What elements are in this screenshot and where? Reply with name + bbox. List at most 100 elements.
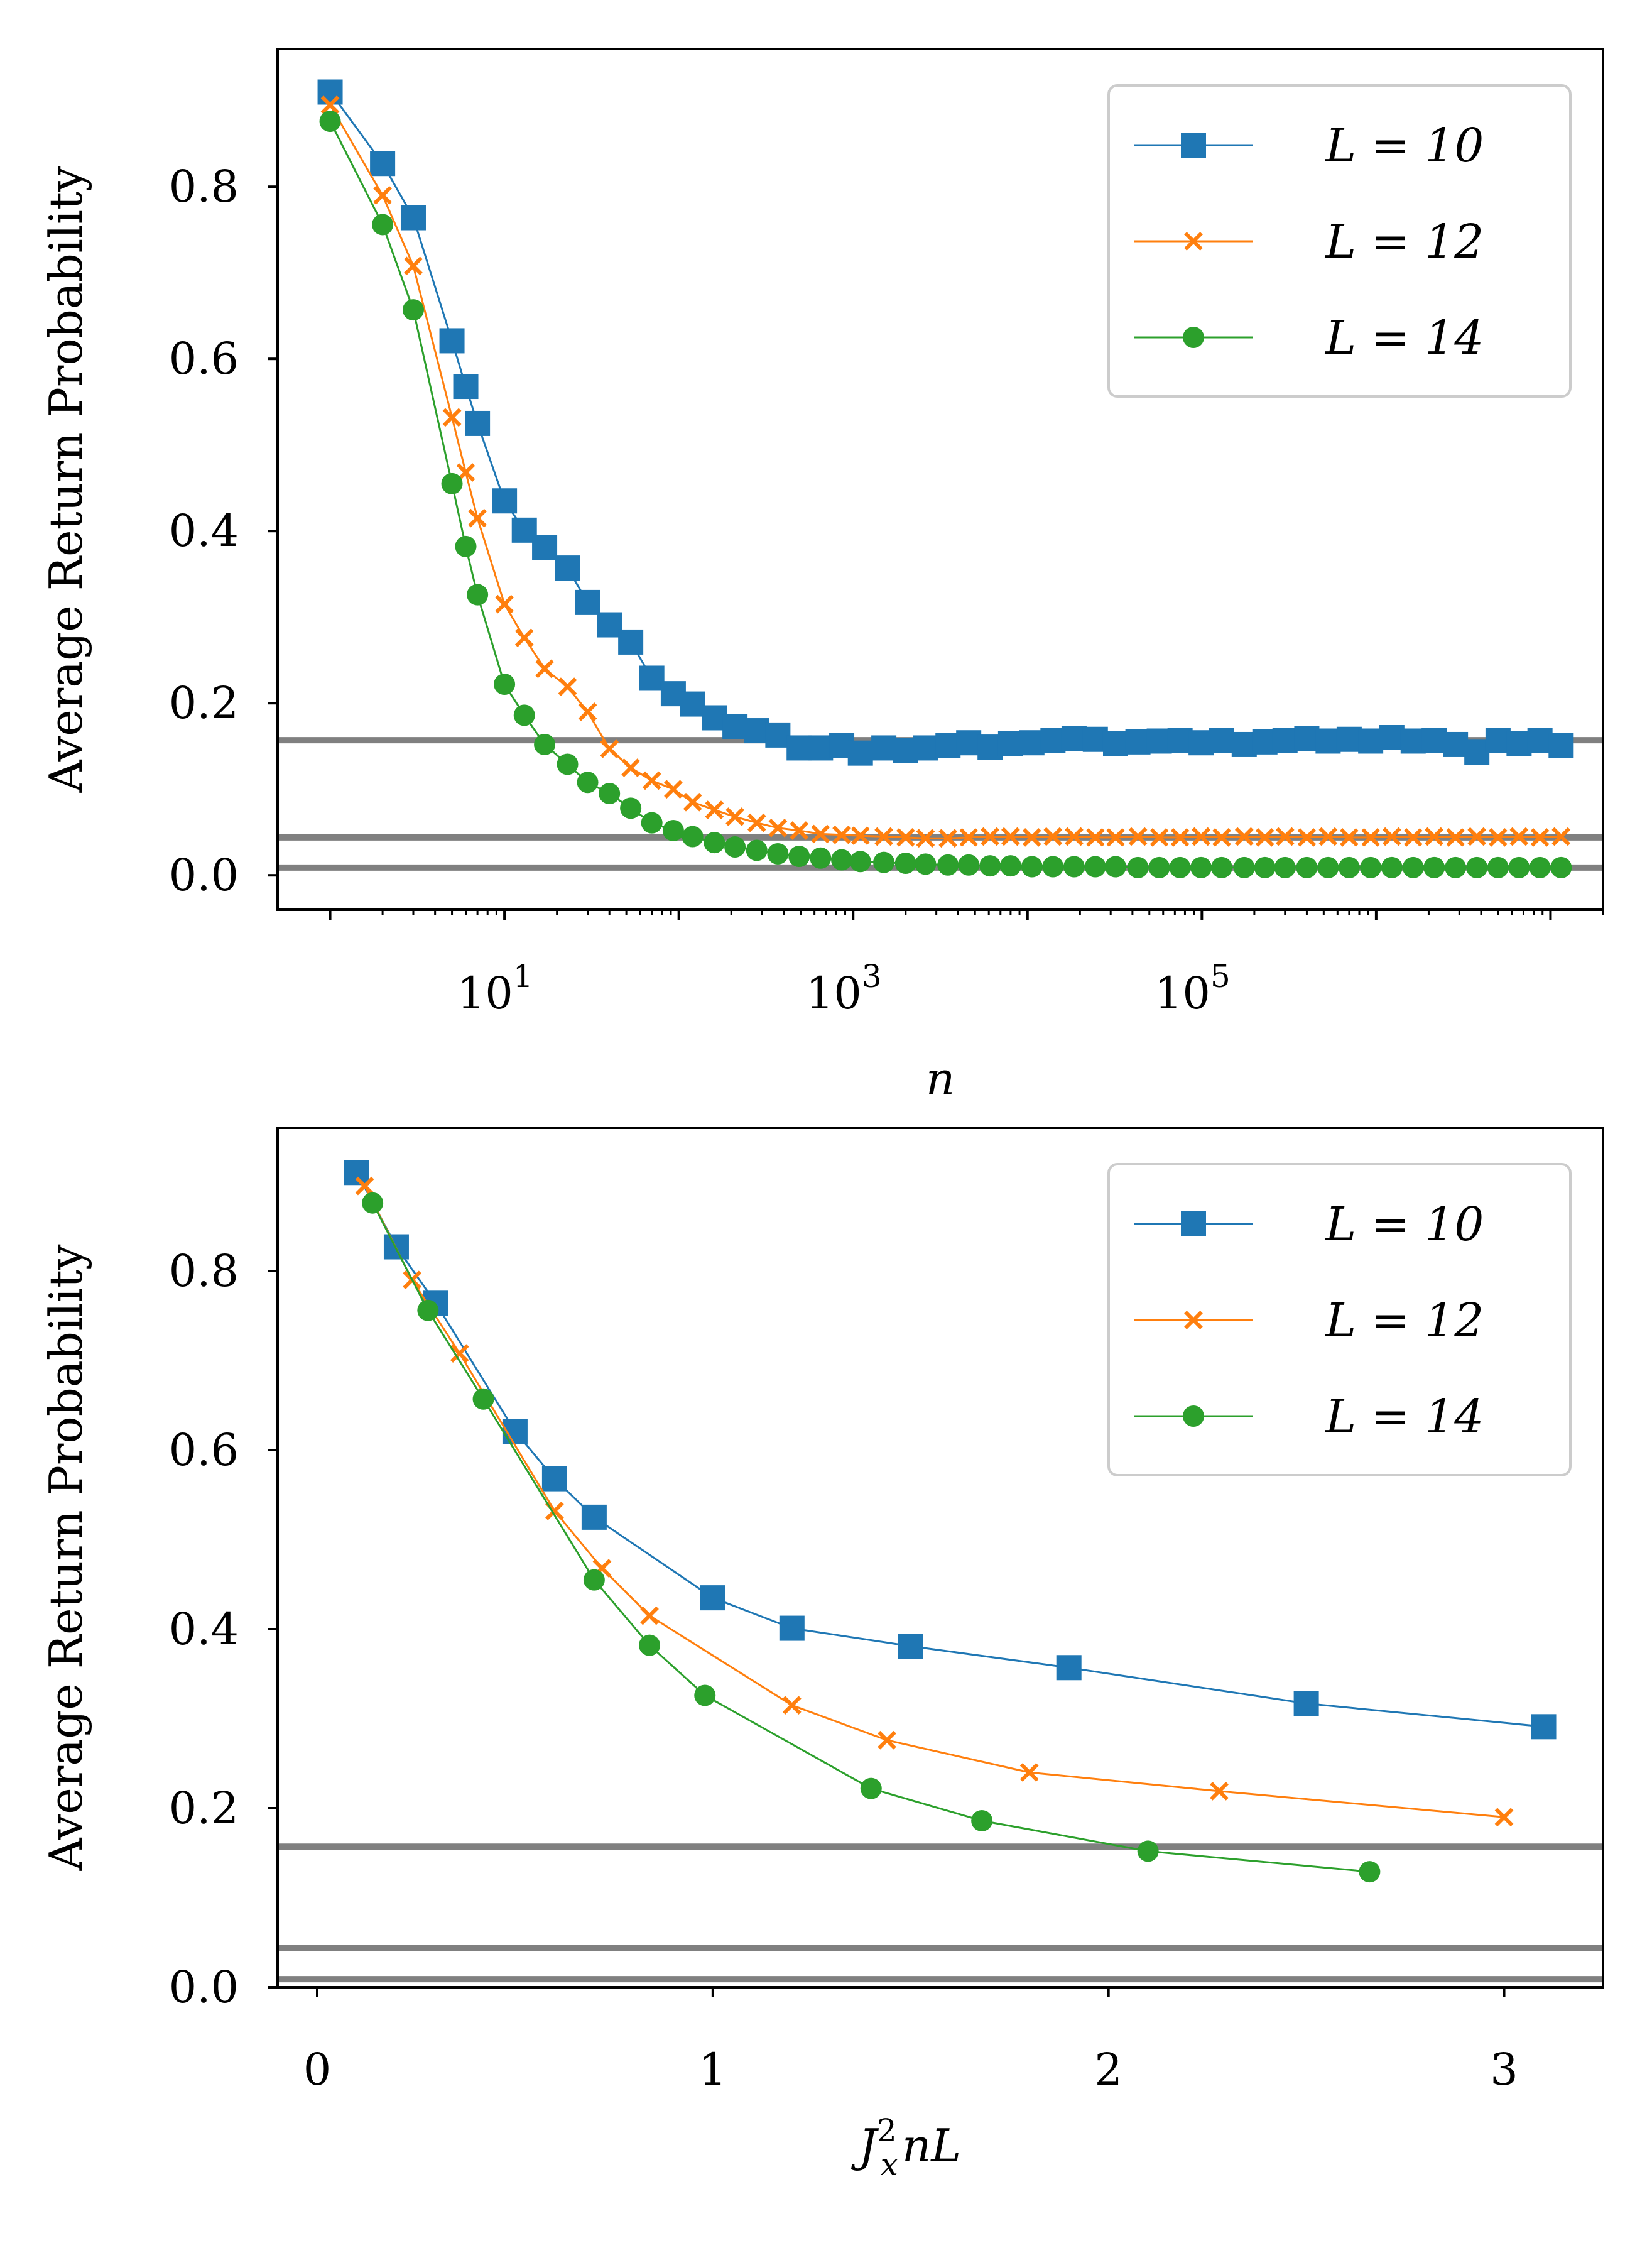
data-point	[682, 826, 704, 848]
data-point	[1192, 827, 1210, 846]
data-point	[618, 629, 644, 655]
data-point	[1403, 828, 1423, 847]
legend-marker	[1183, 1405, 1204, 1427]
data-point	[1509, 827, 1529, 846]
data-point	[1494, 1808, 1514, 1827]
data-point	[725, 807, 744, 826]
x-tick-label: 3	[1490, 2044, 1518, 2095]
data-point	[1061, 726, 1087, 751]
x-axis-label-part: nL	[902, 2119, 961, 2172]
legend-marker	[1183, 327, 1204, 348]
legend-label: L = 14	[1324, 311, 1484, 365]
data-point	[1209, 728, 1234, 753]
y-tick-label: 0.6	[169, 333, 239, 385]
data-point	[600, 739, 619, 758]
data-point	[558, 677, 577, 697]
data-point	[1085, 828, 1105, 847]
data-point	[1297, 828, 1317, 847]
data-point	[1210, 856, 1232, 878]
data-point	[1102, 731, 1128, 756]
legend-box	[1107, 84, 1572, 398]
data-point	[1531, 1714, 1557, 1740]
data-point	[1485, 728, 1511, 753]
data-point	[849, 851, 871, 873]
data-point	[1167, 728, 1193, 753]
data-point	[1125, 729, 1151, 755]
data-point	[1315, 728, 1341, 754]
data-point	[959, 828, 979, 847]
data-point	[971, 1809, 993, 1831]
data-point	[1210, 1782, 1229, 1801]
data-point	[317, 79, 343, 105]
data-point	[1443, 731, 1469, 757]
data-point	[705, 800, 724, 819]
x-tick-base: 10	[1155, 968, 1210, 1019]
data-point	[639, 665, 665, 691]
data-point	[786, 735, 812, 761]
data-point	[1104, 856, 1126, 878]
y-tick-label: 0.6	[169, 1424, 239, 1476]
data-point	[441, 472, 463, 494]
data-point	[535, 659, 554, 679]
data-point	[997, 731, 1023, 756]
data-point	[400, 205, 426, 231]
legend-marker	[1181, 133, 1206, 158]
data-point	[1212, 828, 1231, 847]
data-point	[577, 772, 599, 794]
data-point	[1489, 828, 1508, 847]
data-point	[1106, 828, 1125, 847]
x-tick-label: 1	[699, 2044, 727, 2095]
x-axis-label: J2 xnL	[850, 2112, 961, 2183]
legend-marker	[1184, 232, 1203, 251]
data-point	[639, 1634, 661, 1656]
data-point	[790, 821, 809, 840]
data-point	[788, 846, 810, 868]
data-point	[557, 753, 579, 775]
x-tick-label: 103	[806, 958, 882, 1019]
data-point	[453, 374, 479, 400]
data-point	[1550, 856, 1572, 878]
data-point	[372, 214, 394, 236]
data-point	[373, 186, 392, 205]
data-point	[860, 1777, 882, 1799]
data-point	[1358, 728, 1384, 754]
data-point	[642, 771, 661, 790]
x-axis-label-part: x	[881, 2146, 898, 2183]
data-point	[541, 1466, 567, 1492]
legend-label: L = 14	[1324, 1390, 1484, 1444]
data-point	[1340, 828, 1359, 847]
legend: L = 10 L = 12 L = 14	[1107, 1163, 1572, 1476]
data-point	[765, 722, 791, 748]
x-tick-base: 10	[806, 968, 862, 1019]
data-point	[1040, 728, 1066, 753]
data-point	[768, 818, 788, 838]
data-point	[597, 612, 622, 638]
data-point	[1508, 856, 1530, 878]
data-point	[1234, 827, 1254, 846]
data-point	[694, 1684, 716, 1706]
x-tick-label: 0	[303, 2044, 332, 2095]
data-point	[979, 855, 1001, 877]
x-tick-base: 10	[457, 968, 513, 1019]
data-point	[1042, 856, 1064, 878]
data-point	[1551, 827, 1571, 846]
data-point	[641, 812, 663, 834]
data-point	[683, 792, 702, 812]
data-point	[1296, 856, 1318, 878]
data-point	[555, 555, 580, 581]
y-tick-label: 0.4	[169, 1603, 239, 1655]
data-point	[1446, 828, 1465, 847]
legend-box	[1107, 1163, 1572, 1476]
data-point	[513, 704, 535, 726]
data-point	[620, 797, 642, 819]
legend-marker	[1181, 1211, 1206, 1236]
legend-label: L = 10	[1324, 119, 1484, 173]
data-point	[1359, 1861, 1381, 1883]
data-point	[1293, 1691, 1319, 1716]
data-point	[664, 780, 683, 799]
data-point	[832, 825, 851, 844]
legend: L = 10 L = 12 L = 14	[1107, 84, 1572, 398]
data-point	[578, 702, 597, 721]
data-point	[1272, 728, 1298, 753]
data-point	[722, 714, 748, 739]
